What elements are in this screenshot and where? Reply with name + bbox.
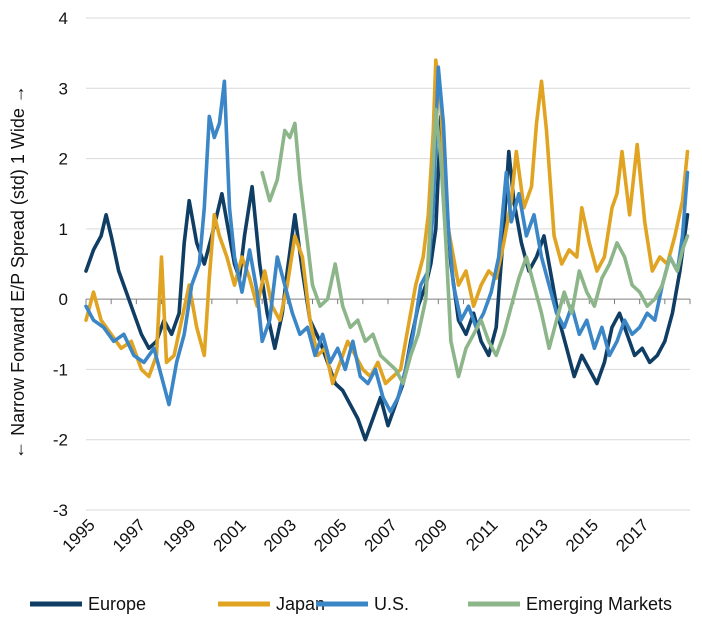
x-tick-label: 2013 — [512, 515, 552, 555]
y-tick-label: -3 — [53, 501, 68, 520]
x-tick-label: 2005 — [310, 515, 350, 555]
x-tick-label: 2011 — [462, 515, 501, 554]
y-tick-label: 2 — [59, 150, 68, 169]
legend-label: Japan — [276, 594, 325, 614]
y-tick-label: 0 — [59, 290, 68, 309]
x-tick-label: 2007 — [361, 515, 401, 555]
legend: Europe Japan U.S. Emerging Markets — [30, 594, 672, 614]
y-tick-label: -1 — [53, 360, 68, 379]
x-tick-label: 1995 — [59, 515, 99, 555]
zero-axis — [85, 298, 691, 305]
x-tick-labels: 1995 1997 1999 2001 2003 2005 2007 2009 2011 2013… — [59, 515, 653, 555]
series-line-japan — [84, 58, 690, 386]
y-tick-label: 4 — [59, 9, 68, 28]
series-line-europe — [84, 114, 690, 442]
y-tick-label: 3 — [59, 79, 68, 98]
series-line-emerging-markets — [260, 107, 690, 386]
x-tick-label: 2015 — [562, 515, 602, 555]
legend-label: Emerging Markets — [526, 594, 672, 614]
x-tick-label: 1997 — [109, 515, 149, 555]
series-layer — [84, 58, 690, 442]
x-tick-label: 2009 — [411, 515, 451, 555]
x-tick-label: 2017 — [612, 515, 652, 555]
legend-label: U.S. — [374, 594, 409, 614]
y-tick-label: 1 — [59, 220, 68, 239]
series-line-u-s- — [84, 65, 690, 414]
y-tick-labels: 4 3 2 1 0 -1 -2 -3 — [53, 9, 68, 520]
x-tick-label: 1999 — [159, 515, 199, 555]
y-tick-label: -2 — [53, 431, 68, 450]
x-tick-label: 2001 — [210, 515, 250, 555]
x-tick-label: 2003 — [260, 515, 300, 555]
y-axis-label: ← Narrow Forward E/P Spread (std) 1 Wide… — [8, 85, 28, 459]
legend-label: Europe — [88, 594, 146, 614]
